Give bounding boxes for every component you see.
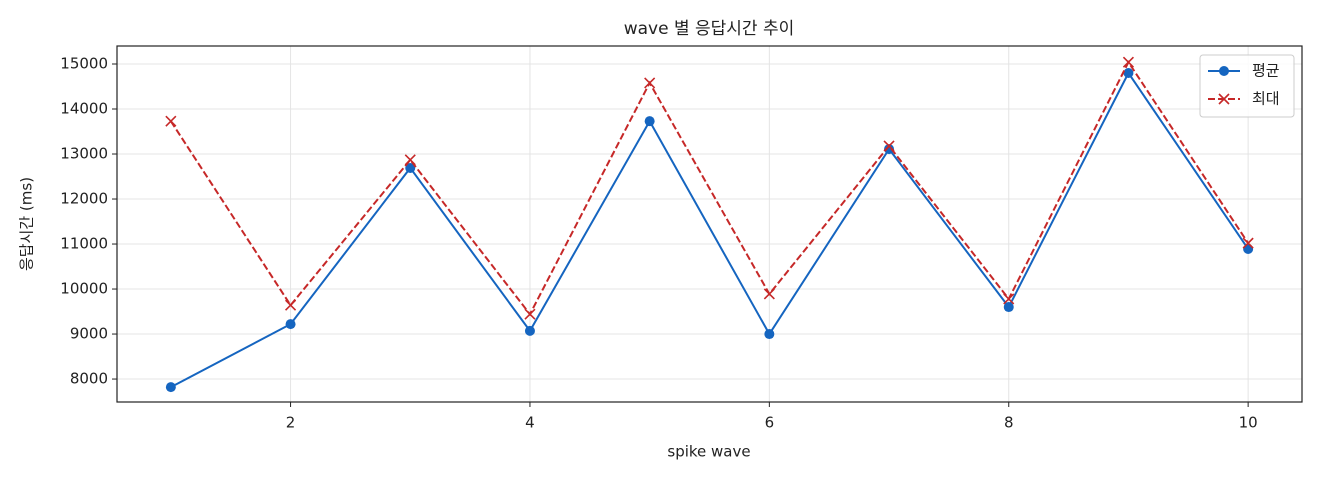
point: [644, 77, 656, 89]
point: [165, 115, 177, 127]
point: [763, 288, 775, 300]
y-tick-label: 10000: [60, 280, 108, 298]
legend-label: 평균: [1252, 62, 1280, 80]
point: [644, 116, 655, 127]
point: [524, 325, 535, 336]
point: [165, 382, 176, 393]
point: [1122, 56, 1135, 68]
point: [1243, 243, 1254, 254]
point: [884, 144, 895, 155]
point: [405, 162, 416, 173]
point: [285, 319, 296, 330]
x-tick-label: 4: [525, 414, 535, 432]
legend-box: [1199, 54, 1295, 118]
x-tick-label: 10: [1239, 414, 1258, 432]
x-axis-label: spike wave: [667, 443, 750, 461]
y-tick-label: 14000: [60, 100, 108, 118]
point: [524, 308, 536, 320]
point: [284, 299, 297, 311]
point: [1242, 237, 1254, 249]
plot-frame: [116, 45, 1303, 403]
x-tick-label: 6: [765, 414, 775, 432]
point: [404, 154, 416, 166]
legend-marker: [1219, 66, 1229, 76]
legend-label: 최대: [1252, 90, 1280, 108]
y-tick-label: 9000: [70, 325, 108, 343]
chart-title: wave 별 응답시간 추이: [624, 19, 795, 39]
point: [883, 140, 895, 152]
legend-marker: [1218, 93, 1230, 105]
y-axis-label: 응답시간 (ms): [18, 177, 36, 271]
point: [1123, 68, 1134, 79]
x-tick-label: 2: [286, 414, 296, 432]
y-tick-label: 11000: [60, 235, 108, 253]
y-tick-label: 13000: [60, 145, 108, 163]
line: [170, 60, 1249, 317]
x-tick-label: 8: [1004, 414, 1014, 432]
y-tick-label: 12000: [60, 190, 108, 208]
line: [170, 71, 1249, 389]
y-tick-label: 8000: [70, 370, 108, 388]
point: [1003, 293, 1015, 305]
point: [764, 329, 775, 340]
y-tick-label: 15000: [60, 55, 108, 73]
point: [1003, 302, 1014, 313]
